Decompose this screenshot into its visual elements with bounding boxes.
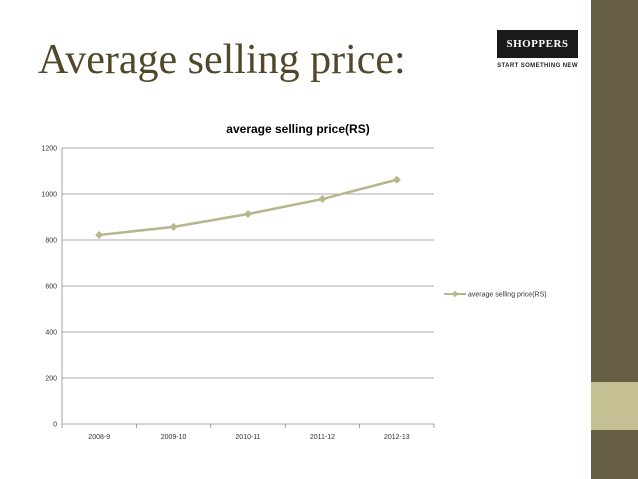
data-point <box>95 230 104 239</box>
slide-title: Average selling price: <box>38 37 406 83</box>
chart-grid <box>61 147 434 425</box>
x-tick-label: 2010-11 <box>235 434 260 441</box>
x-tick-label: 2008-9 <box>88 434 110 441</box>
line-chart: average selling price(RS) 0 200 400 600 800 1… <box>41 122 547 441</box>
side-decoration-accent <box>591 382 638 430</box>
logo-name: SHOPPERS STOP <box>497 30 578 78</box>
chart-legend: average selling price(RS) <box>444 290 547 299</box>
x-tick-label: 2012-13 <box>384 434 410 441</box>
y-tick-label: 0 <box>53 422 57 429</box>
legend-marker <box>451 290 459 298</box>
y-axis-ticks: 0 200 400 600 800 1000 1200 <box>41 146 57 429</box>
y-tick-label: 400 <box>45 330 57 337</box>
x-tick-label: 2011-12 <box>310 434 335 441</box>
legend-label: average selling price(RS) <box>468 292 547 299</box>
y-tick-label: 800 <box>45 238 57 245</box>
data-point <box>169 222 178 231</box>
y-tick-label: 1200 <box>41 146 57 153</box>
y-tick-label: 1000 <box>41 192 57 199</box>
shoppers-stop-logo: SHOPPERS STOP START SOMETHING NEW <box>497 30 578 78</box>
data-point <box>392 175 401 184</box>
data-point <box>318 195 327 204</box>
y-tick-label: 200 <box>45 376 57 383</box>
data-point <box>244 210 252 219</box>
x-axis-ticks: 2008-9 2009-10 2010-11 2011-12 2012-13 <box>61 424 435 441</box>
series-line <box>99 178 398 237</box>
y-tick-label: 600 <box>45 284 57 291</box>
chart-series <box>95 175 401 239</box>
x-tick-label: 2009-10 <box>161 434 187 441</box>
logo-tagline: START SOMETHING NEW <box>497 63 578 69</box>
chart-title: average selling price(RS) <box>226 122 369 136</box>
